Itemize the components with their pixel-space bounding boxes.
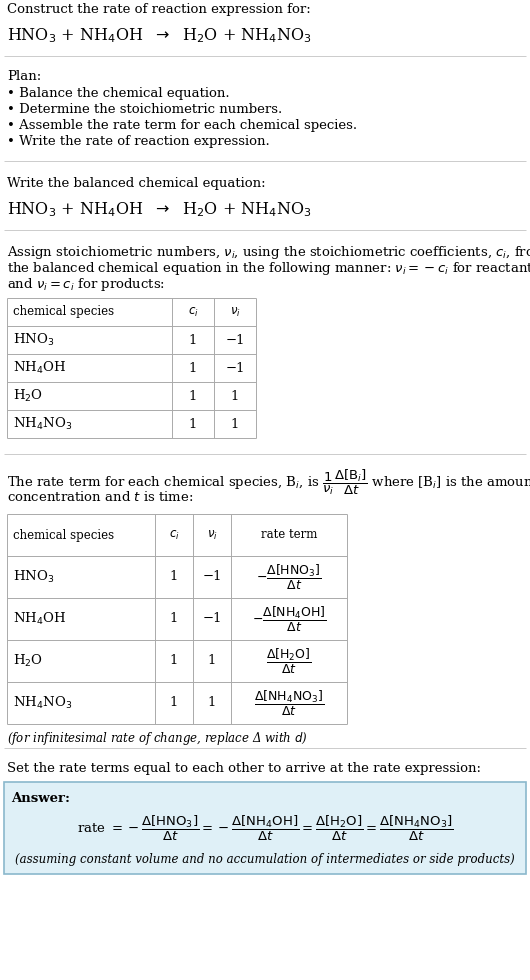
Text: 1: 1 bbox=[208, 697, 216, 710]
Text: Construct the rate of reaction expression for:: Construct the rate of reaction expressio… bbox=[7, 3, 311, 16]
Text: • Write the rate of reaction expression.: • Write the rate of reaction expression. bbox=[7, 135, 270, 148]
Text: $c_i$: $c_i$ bbox=[188, 306, 198, 318]
Text: −1: −1 bbox=[202, 612, 222, 625]
Text: $\dfrac{\Delta[\mathrm{H_2O}]}{\Delta t}$: $\dfrac{\Delta[\mathrm{H_2O}]}{\Delta t}… bbox=[266, 647, 312, 675]
Text: NH$_4$OH: NH$_4$OH bbox=[13, 611, 66, 627]
Text: Set the rate terms equal to each other to arrive at the rate expression:: Set the rate terms equal to each other t… bbox=[7, 762, 481, 775]
Text: HNO$_3$ + NH$_4$OH  $\rightarrow$  H$_2$O + NH$_4$NO$_3$: HNO$_3$ + NH$_4$OH $\rightarrow$ H$_2$O … bbox=[7, 26, 312, 45]
Text: NH$_4$NO$_3$: NH$_4$NO$_3$ bbox=[13, 416, 72, 432]
Text: Plan:: Plan: bbox=[7, 70, 41, 83]
Text: $\nu_i$: $\nu_i$ bbox=[229, 306, 241, 318]
Text: −1: −1 bbox=[225, 333, 245, 347]
Text: HNO$_3$: HNO$_3$ bbox=[13, 569, 54, 585]
Text: H$_2$O: H$_2$O bbox=[13, 653, 43, 669]
Text: (assuming constant volume and no accumulation of intermediates or side products): (assuming constant volume and no accumul… bbox=[15, 853, 515, 866]
Text: NH$_4$OH: NH$_4$OH bbox=[13, 360, 66, 376]
Text: chemical species: chemical species bbox=[13, 528, 114, 542]
Text: 1: 1 bbox=[170, 612, 178, 625]
Text: • Determine the stoichiometric numbers.: • Determine the stoichiometric numbers. bbox=[7, 103, 282, 116]
Text: (for infinitesimal rate of change, replace Δ with $d$): (for infinitesimal rate of change, repla… bbox=[7, 730, 308, 747]
Text: 1: 1 bbox=[170, 697, 178, 710]
Text: the balanced chemical equation in the following manner: $\nu_i = -c_i$ for react: the balanced chemical equation in the fo… bbox=[7, 260, 530, 277]
Text: 1: 1 bbox=[189, 389, 197, 403]
Text: −1: −1 bbox=[202, 570, 222, 583]
Text: 1: 1 bbox=[208, 655, 216, 667]
Text: and $\nu_i = c_i$ for products:: and $\nu_i = c_i$ for products: bbox=[7, 276, 165, 293]
Text: $c_i$: $c_i$ bbox=[169, 528, 179, 542]
Text: $-\dfrac{\Delta[\mathrm{NH_4OH}]}{\Delta t}$: $-\dfrac{\Delta[\mathrm{NH_4OH}]}{\Delta… bbox=[252, 605, 326, 633]
Text: HNO$_3$: HNO$_3$ bbox=[13, 332, 54, 348]
Text: $-\dfrac{\Delta[\mathrm{HNO_3}]}{\Delta t}$: $-\dfrac{\Delta[\mathrm{HNO_3}]}{\Delta … bbox=[257, 563, 322, 592]
Text: NH$_4$NO$_3$: NH$_4$NO$_3$ bbox=[13, 695, 72, 711]
Text: Write the balanced chemical equation:: Write the balanced chemical equation: bbox=[7, 177, 266, 190]
Text: $\nu_i$: $\nu_i$ bbox=[207, 528, 217, 542]
FancyBboxPatch shape bbox=[4, 782, 526, 874]
Text: 1: 1 bbox=[231, 389, 239, 403]
Text: 1: 1 bbox=[170, 655, 178, 667]
Text: 1: 1 bbox=[189, 333, 197, 347]
Text: 1: 1 bbox=[189, 417, 197, 430]
Text: concentration and $t$ is time:: concentration and $t$ is time: bbox=[7, 490, 193, 504]
Text: rate $= -\dfrac{\Delta[\mathrm{HNO_3}]}{\Delta t} = -\dfrac{\Delta[\mathrm{NH_4O: rate $= -\dfrac{\Delta[\mathrm{HNO_3}]}{… bbox=[77, 813, 453, 843]
Text: −1: −1 bbox=[225, 362, 245, 374]
Text: The rate term for each chemical species, B$_i$, is $\dfrac{1}{\nu_i}\dfrac{\Delt: The rate term for each chemical species,… bbox=[7, 468, 530, 497]
Text: rate term: rate term bbox=[261, 528, 317, 542]
Text: HNO$_3$ + NH$_4$OH  $\rightarrow$  H$_2$O + NH$_4$NO$_3$: HNO$_3$ + NH$_4$OH $\rightarrow$ H$_2$O … bbox=[7, 200, 312, 219]
Text: 1: 1 bbox=[170, 570, 178, 583]
Text: chemical species: chemical species bbox=[13, 306, 114, 318]
Text: 1: 1 bbox=[189, 362, 197, 374]
Text: • Balance the chemical equation.: • Balance the chemical equation. bbox=[7, 87, 229, 100]
Text: • Assemble the rate term for each chemical species.: • Assemble the rate term for each chemic… bbox=[7, 119, 357, 132]
Text: Answer:: Answer: bbox=[11, 792, 70, 805]
Text: $\dfrac{\Delta[\mathrm{NH_4NO_3}]}{\Delta t}$: $\dfrac{\Delta[\mathrm{NH_4NO_3}]}{\Delt… bbox=[254, 689, 324, 717]
Text: H$_2$O: H$_2$O bbox=[13, 388, 43, 404]
Text: 1: 1 bbox=[231, 417, 239, 430]
Text: Assign stoichiometric numbers, $\nu_i$, using the stoichiometric coefficients, $: Assign stoichiometric numbers, $\nu_i$, … bbox=[7, 244, 530, 261]
